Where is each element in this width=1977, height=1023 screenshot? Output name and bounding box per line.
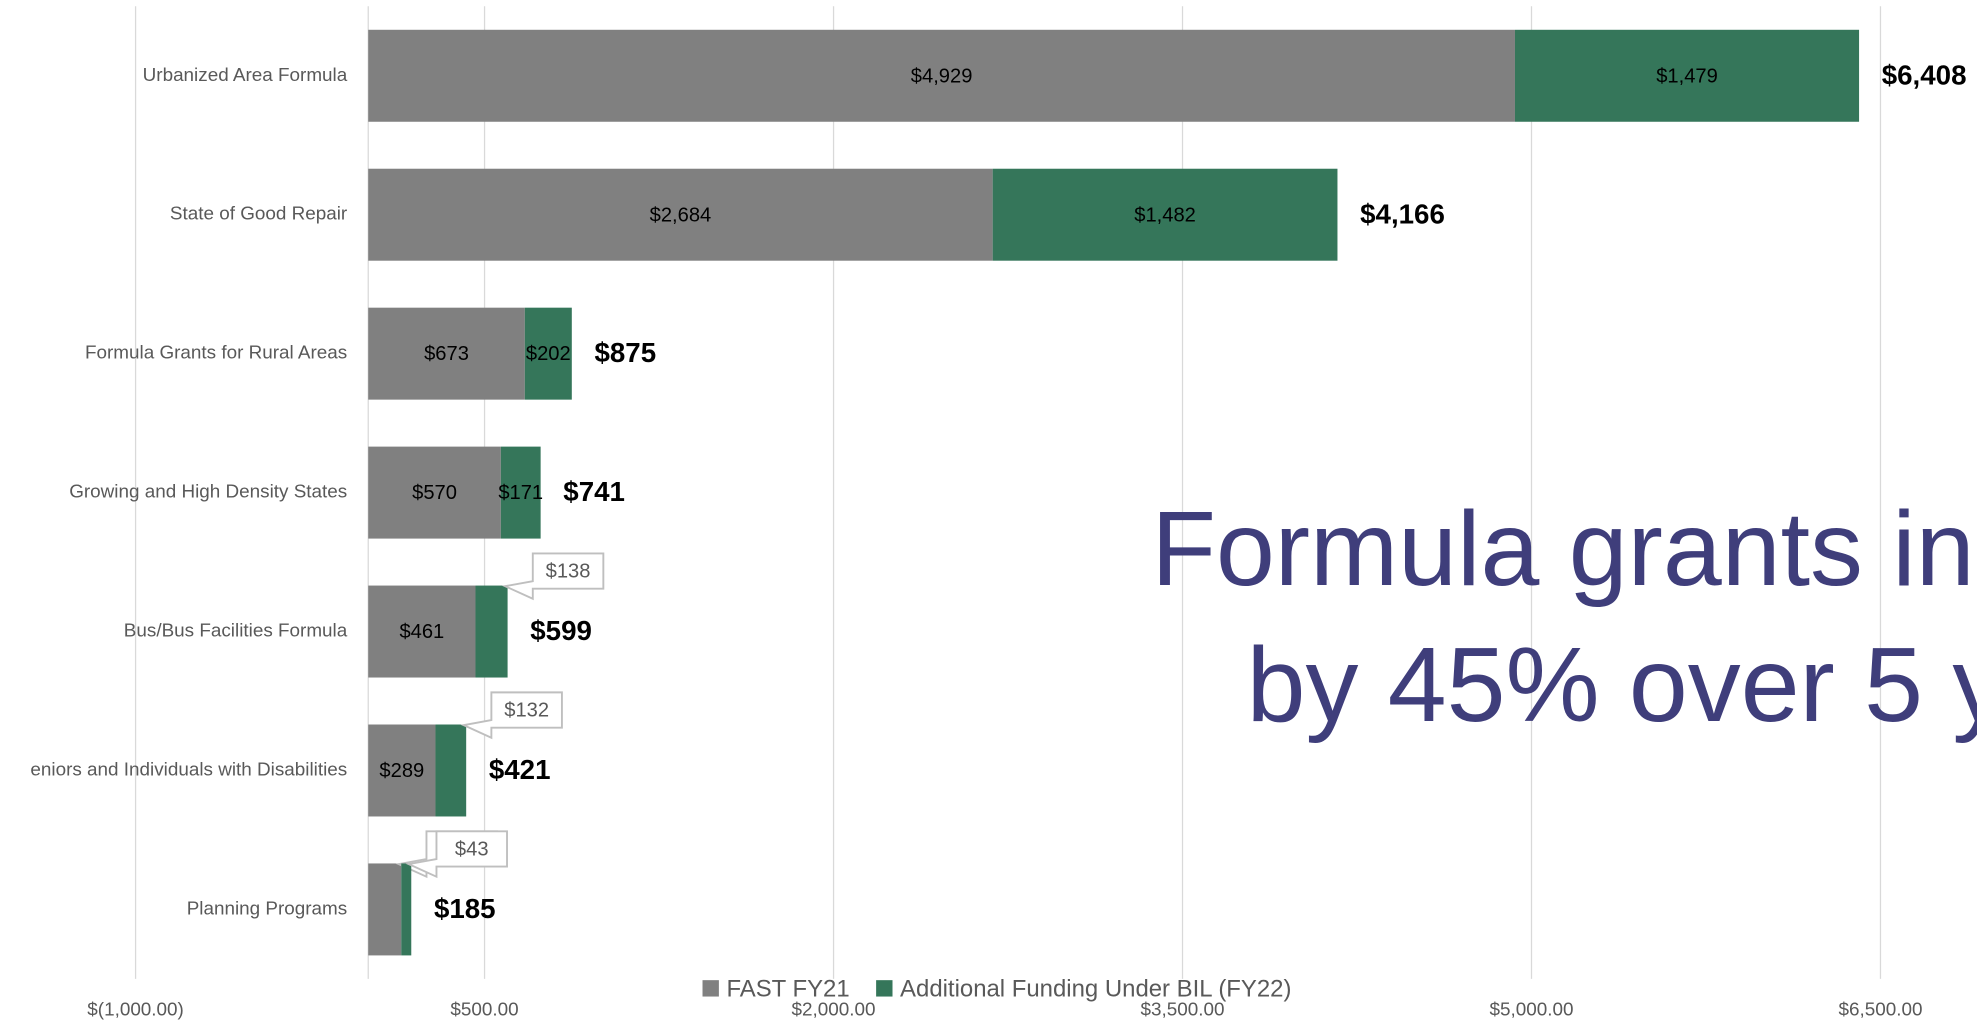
title-line: by 45% over 5 y — [1247, 626, 1977, 744]
x-tick-label: $2,000.00 — [792, 999, 876, 1020]
x-tick-label: $(1,000.00) — [87, 999, 184, 1020]
data-label: $138 — [546, 561, 591, 583]
y-tick-label: State of Good Repair — [170, 204, 347, 225]
data-label: $673 — [424, 343, 469, 365]
y-tick-label: Formula Grants for Rural Areas — [85, 343, 347, 364]
total-label: $6,408 — [1882, 59, 1967, 90]
total-label: $741 — [563, 476, 625, 507]
data-label: $1,482 — [1134, 204, 1196, 226]
data-label: $2,684 — [650, 204, 712, 226]
bar-segment — [368, 446, 501, 539]
bar-segment — [1514, 29, 1860, 122]
y-tick-label: Planning Programs — [187, 898, 348, 919]
data-label: $1,479 — [1656, 65, 1718, 87]
total-label: $599 — [530, 615, 592, 646]
legend-swatch — [702, 980, 719, 997]
y-tick-label: Bus/Bus Facilities Formula — [124, 621, 348, 642]
bar-segment — [368, 168, 993, 261]
data-label: $171 — [498, 482, 543, 504]
total-label: $421 — [489, 754, 551, 785]
data-label: $570 — [412, 482, 457, 504]
data-label: $132 — [504, 700, 549, 722]
total-label: $875 — [594, 337, 656, 368]
total-label: $4,166 — [1360, 198, 1445, 229]
data-label: $43 — [455, 839, 489, 861]
bar-segment — [475, 585, 508, 678]
legend-label: FAST FY21 — [726, 976, 849, 1003]
y-tick-label: Growing and High Density States — [69, 482, 347, 503]
callout — [501, 552, 605, 601]
x-tick-label: $500.00 — [450, 999, 518, 1020]
data-label: $289 — [379, 760, 424, 782]
x-tick-label: $3,500.00 — [1141, 999, 1225, 1020]
data-label: $461 — [399, 621, 444, 643]
bar-segment — [992, 168, 1338, 261]
bar-segment — [368, 29, 1515, 122]
bar-segment — [368, 307, 525, 400]
y-tick-label: eniors and Individuals with Disabilities — [30, 759, 347, 780]
bar-segment — [401, 863, 412, 956]
legend-swatch — [876, 980, 893, 997]
title-line: Formula grants in — [1151, 490, 1974, 608]
bar-segment — [368, 585, 476, 678]
total-label: $185 — [434, 893, 496, 924]
bar-segment — [368, 863, 402, 956]
bar-segment — [368, 724, 436, 817]
data-label: $4,929 — [911, 65, 973, 87]
bar-segment — [435, 724, 467, 817]
callout — [460, 691, 563, 740]
bar-segment — [500, 446, 541, 539]
data-label: $202 — [526, 343, 571, 365]
x-tick-label: $5,000.00 — [1490, 999, 1574, 1020]
callout — [405, 830, 508, 879]
x-tick-label: $6,500.00 — [1838, 999, 1922, 1020]
legend-label: Additional Funding Under BIL (FY22) — [900, 976, 1291, 1003]
y-tick-label: Urbanized Area Formula — [143, 65, 348, 86]
bar-segment — [524, 307, 572, 400]
